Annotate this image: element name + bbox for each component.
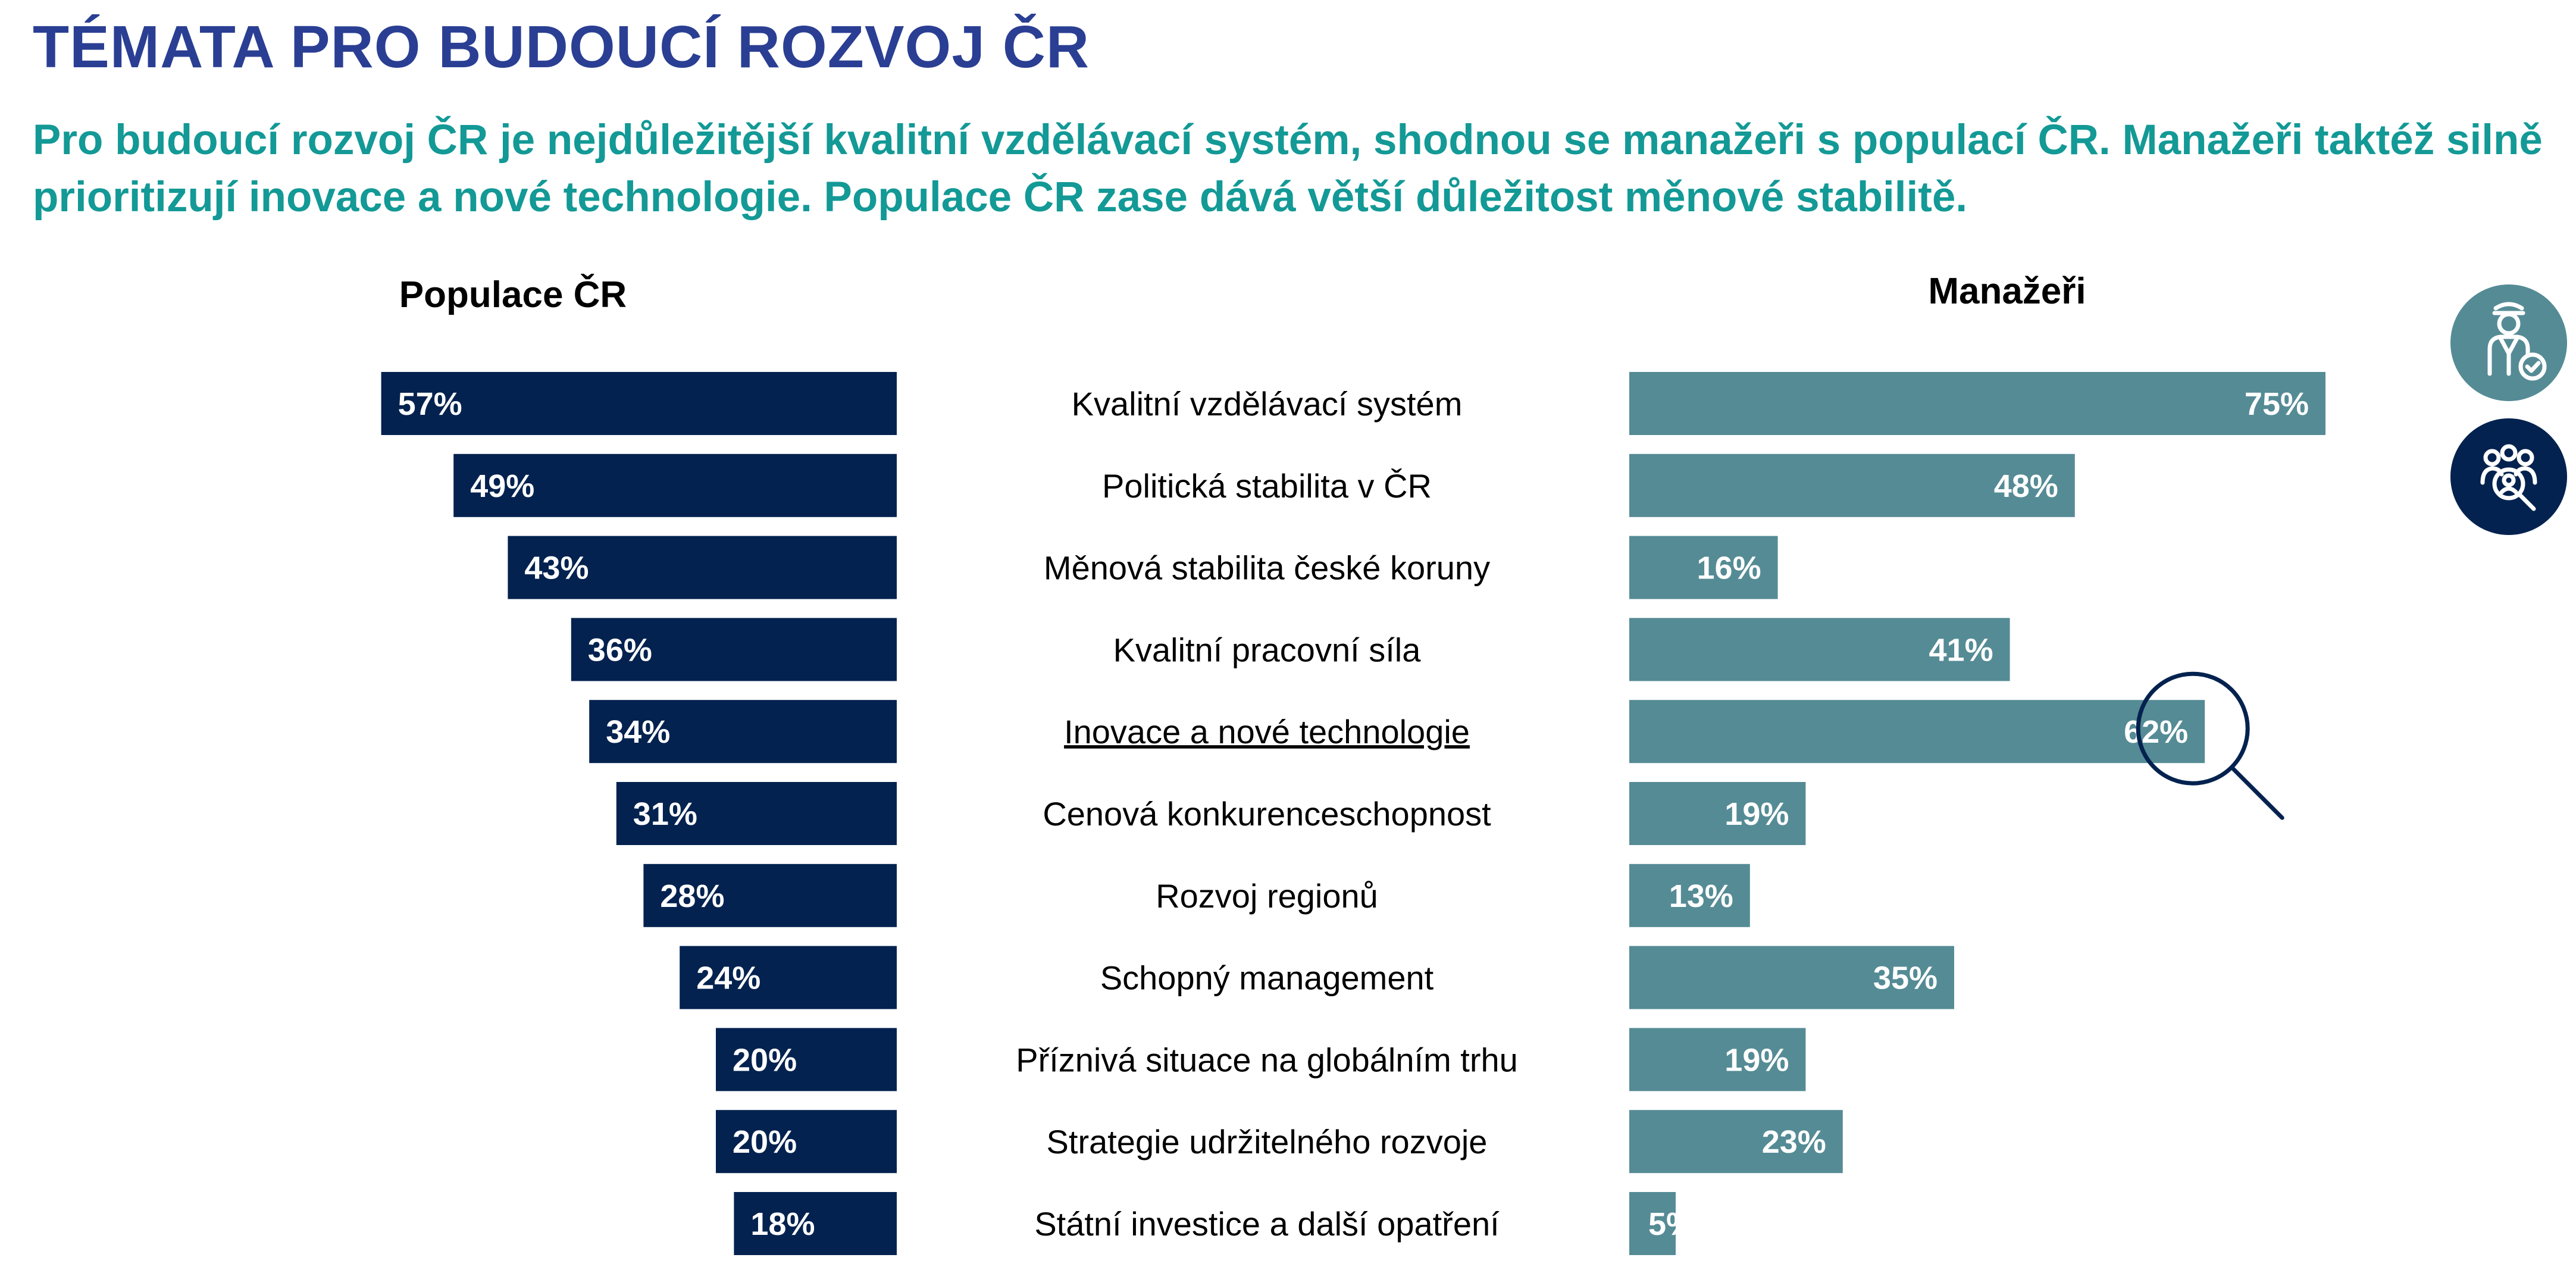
managers-bar — [1629, 618, 2010, 681]
population-value-label: 24% — [696, 961, 760, 996]
page-subtitle: Pro budoucí rozvoj ČR je nejdůležitější … — [33, 117, 2543, 221]
category-label: Strategie udržitelného rozvoje — [1047, 1123, 1488, 1160]
population-bar — [453, 453, 897, 517]
managers-value-label: 19% — [1724, 796, 1789, 832]
population-bar — [716, 1110, 897, 1174]
managers-value-label: 75% — [2245, 386, 2309, 422]
population-value-label: 28% — [660, 878, 724, 914]
managers-value-label: 5% — [1648, 1206, 1695, 1242]
managers-value-label: 48% — [1994, 468, 2058, 504]
category-label: Kvalitní vzdělávací systém — [1072, 385, 1463, 423]
population-series-header: Populace ČR — [399, 274, 627, 315]
category-label: Příznivá situace na globálním trhu — [1016, 1041, 1518, 1078]
population-value-label: 49% — [470, 468, 534, 504]
magnifier-ring — [2136, 671, 2250, 786]
manager-person-icon — [2450, 284, 2567, 401]
population-value-label: 18% — [750, 1206, 815, 1242]
category-label: Inovace a nové technologie — [1064, 713, 1470, 750]
population-value-label: 36% — [588, 632, 652, 668]
population-bar — [589, 700, 897, 764]
managers-bar — [1629, 700, 2205, 764]
managers-bar — [1629, 864, 1750, 927]
managers-bar — [1629, 536, 1778, 599]
population-value-label: 31% — [633, 796, 697, 832]
managers-bar — [1629, 1192, 1676, 1255]
population-value-label: 20% — [733, 1042, 797, 1078]
population-value-label: 34% — [606, 714, 670, 750]
managers-value-label: 41% — [1929, 632, 1993, 668]
population-bar — [680, 946, 897, 1009]
population-group-icon — [2450, 418, 2567, 535]
category-label: Cenová konkurenceschopnost — [1043, 795, 1491, 833]
managers-value-label: 23% — [1762, 1124, 1826, 1160]
managers-bar — [1629, 372, 2325, 435]
population-bar — [381, 372, 897, 435]
category-label: Kvalitní pracovní síla — [1113, 631, 1422, 668]
magnifier-icon — [2136, 671, 2284, 820]
category-label: Rozvoj regionů — [1156, 877, 1378, 915]
population-value-label: 57% — [398, 386, 462, 422]
managers-value-label: 35% — [1873, 961, 1938, 996]
population-bar — [508, 536, 897, 599]
population-bar — [716, 1028, 897, 1091]
population-bar — [616, 782, 897, 845]
managers-bar — [1629, 1028, 1806, 1091]
managers-value-label: 13% — [1669, 878, 1733, 914]
population-value-label: 20% — [733, 1124, 797, 1160]
butterfly-bar-chart: Populace ČR Manažeři 57% Kvalitní vzdělávac… — [381, 271, 2325, 1255]
managers-value-label: 62% — [2124, 714, 2188, 750]
page-title: TÉMATA PRO BUDOUCÍ ROZVOJ ČR — [33, 14, 1090, 80]
population-bar — [643, 864, 897, 927]
managers-bar — [1629, 453, 2075, 517]
managers-bar — [1629, 782, 1806, 845]
population-value-label: 43% — [524, 550, 589, 586]
managers-bar — [1629, 946, 1954, 1009]
managers-value-label: 19% — [1724, 1042, 1789, 1078]
managers-bar — [1629, 1110, 1843, 1174]
category-label: Politická stabilita v ČR — [1102, 467, 1432, 505]
magnifier-handle — [2230, 765, 2284, 820]
category-label: Měnová stabilita české koruny — [1044, 549, 1490, 587]
category-label: Schopný management — [1100, 959, 1434, 997]
chart-layer: Populace ČR Manažeři 57% Kvalitní vzdělávac… — [381, 271, 2325, 1255]
population-bar — [571, 618, 897, 681]
managers-value-label: 16% — [1697, 550, 1761, 586]
category-label: Státní investice a další opatření — [1034, 1205, 1500, 1243]
managers-series-header: Manažeři — [1928, 271, 2086, 312]
population-bar — [734, 1192, 897, 1255]
